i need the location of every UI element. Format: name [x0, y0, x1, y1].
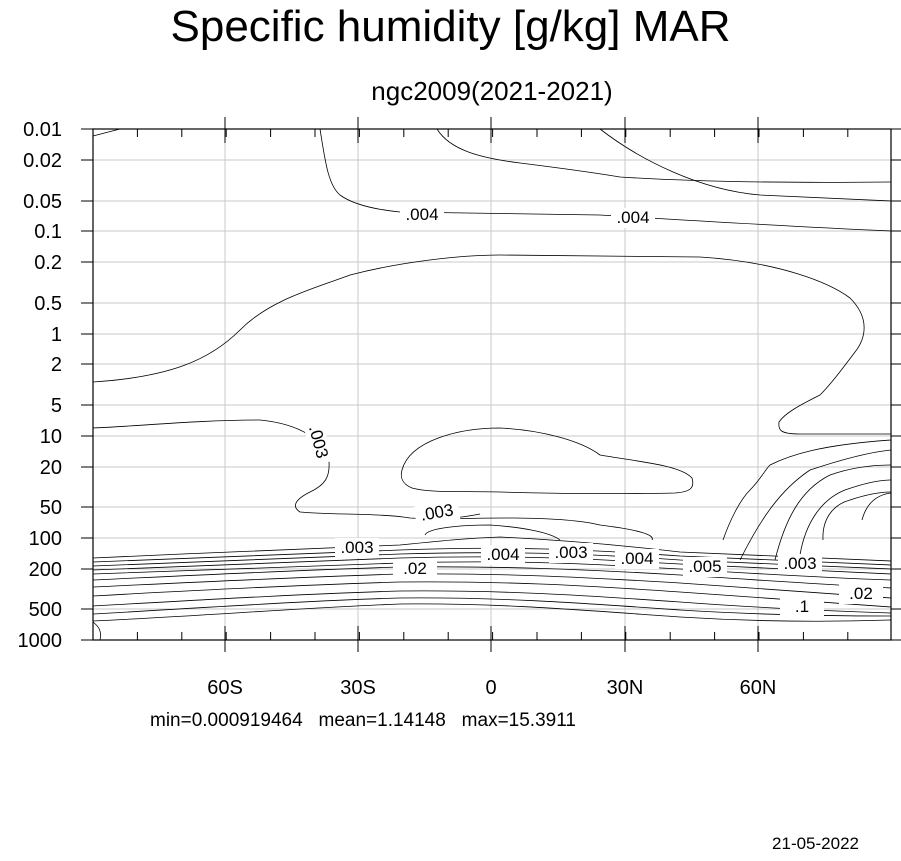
contour-line-20 — [92, 566, 892, 589]
contour-label-bg — [683, 557, 727, 577]
x-axis-ticks: 60S 30S 0 30N 60N — [92, 117, 849, 699]
contour-label: .1 — [795, 597, 809, 616]
contour-line-13 — [822, 491, 892, 541]
contour-label-bg — [302, 418, 334, 466]
contour-line-22 — [92, 581, 892, 608]
contour-lines — [92, 128, 892, 641]
contour-label: .003 — [783, 554, 816, 573]
contour-label-bg — [615, 549, 659, 569]
contour-label: .02 — [403, 559, 427, 578]
contour-label-bg — [481, 545, 525, 565]
contour-label: .004 — [620, 549, 653, 568]
contour-label-bg — [780, 597, 824, 617]
statistics-line: min=0.000919464 mean=1.14148 max=15.3911 — [150, 710, 576, 732]
y-tick-label: 0.01 — [23, 119, 62, 141]
plot-frame — [92, 128, 892, 641]
plot-border — [92, 128, 892, 641]
contour-line-9 — [722, 439, 892, 541]
chart-title: Specific humidity [g/kg] MAR — [170, 2, 731, 51]
y-tick-label: 500 — [29, 599, 62, 621]
y-tick-label: 0.1 — [34, 221, 62, 243]
contour-label: .003 — [419, 500, 455, 524]
x-tick-label: 0 — [485, 677, 496, 699]
contour-labels: .004 .004 .003 .003 .003 .004 .003 .004 .005 .003… — [302, 205, 883, 617]
grid-lines — [93, 129, 891, 640]
y-tick-label: 50 — [40, 497, 62, 519]
y-tick-label: 2 — [51, 354, 62, 376]
contour-label: .004 — [616, 208, 649, 227]
y-tick-label: 5 — [51, 395, 62, 417]
y-tick-label: 20 — [40, 457, 62, 479]
date-stamp: 21-05-2022 — [772, 834, 859, 853]
contour-line-14 — [861, 492, 892, 521]
contour-line-24 — [92, 597, 892, 617]
x-tick-label: 60N — [740, 677, 777, 699]
contour-label-bg — [400, 205, 444, 225]
contour-label: .003 — [305, 423, 332, 460]
contour-line-10 — [739, 449, 892, 561]
stat-min: min=0.000919464 — [150, 710, 303, 731]
contour-line-1 — [319, 128, 892, 232]
y-axis-ticks: 0.01 0.02 0.05 0.1 0.2 0.5 1 2 5 10 20 50 100 200 500 1… — [18, 119, 901, 652]
contour-line-8 — [419, 517, 653, 541]
contour-label-bg — [393, 559, 437, 579]
contour-label: .003 — [340, 538, 373, 557]
contour-line-3 — [599, 128, 892, 202]
y-tick-label: 200 — [29, 559, 62, 581]
contour-label: .005 — [688, 557, 721, 576]
contour-line-26 — [92, 621, 101, 641]
x-tick-label: 60S — [207, 677, 243, 699]
contour-line-25 — [92, 603, 892, 622]
contour-label-bg — [778, 554, 822, 574]
y-tick-label: 1000 — [18, 630, 63, 652]
y-tick-label: 0.2 — [34, 252, 62, 274]
y-tick-label: 0.5 — [34, 293, 62, 315]
contour-line-15 — [92, 536, 892, 562]
contour-line-6 — [400, 427, 694, 495]
x-tick-label: 30N — [607, 677, 644, 699]
contour-line-12 — [799, 479, 892, 556]
contour-line-4 — [92, 254, 891, 435]
contour-line-5 — [92, 419, 481, 520]
contour-line-23 — [92, 590, 892, 614]
contour-line-7 — [424, 524, 561, 541]
contour-label-bg — [839, 584, 883, 604]
contour-line-2 — [436, 128, 892, 183]
y-tick-label: 0.02 — [23, 150, 62, 172]
y-tick-label: 0.05 — [23, 191, 62, 213]
contour-line-11 — [774, 464, 892, 561]
x-tick-label: 30S — [340, 677, 376, 699]
contour-label-bg — [549, 543, 593, 563]
contour-label-bg — [413, 499, 461, 527]
contour-line-21 — [92, 573, 892, 599]
contour-label: .004 — [405, 205, 438, 224]
contour-label: .004 — [486, 545, 519, 564]
contour-label: .02 — [849, 584, 873, 603]
y-tick-label: 1 — [51, 324, 62, 346]
y-tick-label: 10 — [40, 426, 62, 448]
contour-label: .003 — [554, 543, 587, 562]
chart-subtitle: ngc2009(2021-2021) — [371, 76, 613, 106]
stat-mean: mean=1.14148 — [318, 710, 446, 731]
y-tick-label: 100 — [29, 528, 62, 550]
contour-label-bg — [611, 208, 655, 228]
stat-max: max=15.3911 — [461, 710, 576, 731]
contour-label-bg — [335, 538, 379, 558]
contour-line-0 — [92, 128, 121, 137]
